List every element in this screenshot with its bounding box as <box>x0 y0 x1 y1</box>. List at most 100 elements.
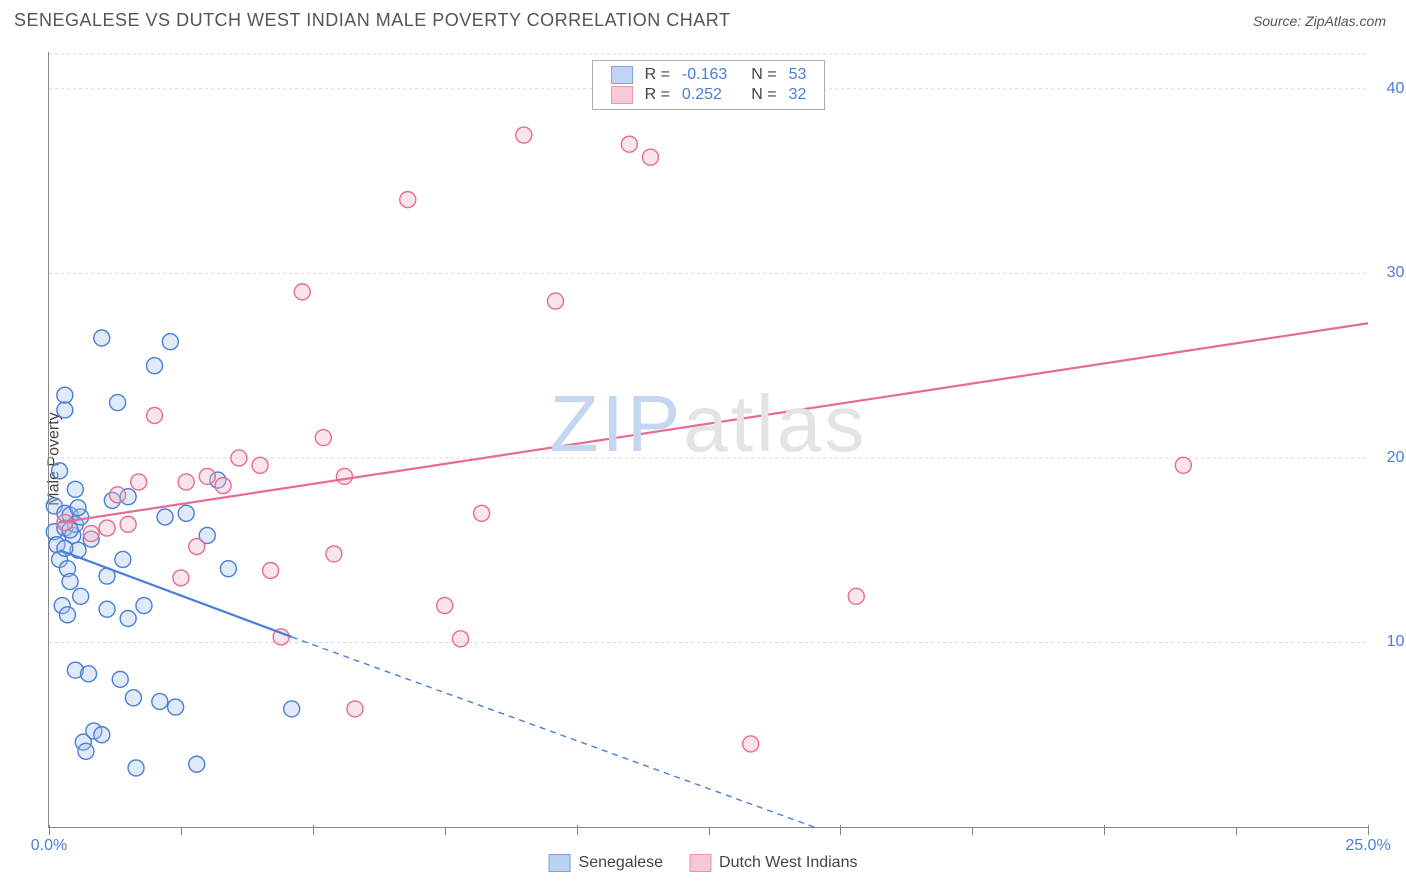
scatter-point <box>120 516 136 532</box>
n-label: N = <box>745 85 782 105</box>
scatter-point <box>147 408 163 424</box>
scatter-point <box>516 127 532 143</box>
scatter-point <box>120 610 136 626</box>
x-tick-label: 25.0% <box>1345 837 1390 855</box>
scatter-point <box>110 395 126 411</box>
scatter-point <box>547 293 563 309</box>
correlation-legend: R =-0.163 N =53 R =0.252 N =32 <box>592 60 826 110</box>
scatter-point <box>168 699 184 715</box>
y-tick-label: 40.0% <box>1387 80 1406 98</box>
x-tick-mark <box>1368 825 1369 835</box>
scatter-point <box>78 743 94 759</box>
plot-area: ZIPatlas R =-0.163N =53R =0.252N =32 10.… <box>48 52 1368 828</box>
scatter-point <box>178 474 194 490</box>
scatter-point <box>199 468 215 484</box>
scatter-point <box>110 487 126 503</box>
series-legend: Senegalese Dutch West Indians <box>549 854 858 872</box>
scatter-point <box>315 430 331 446</box>
scatter-point <box>115 551 131 567</box>
scatter-point <box>81 666 97 682</box>
legend-series-item: Dutch West Indians <box>689 854 857 872</box>
trend-line-extrapolated <box>292 637 814 827</box>
scatter-point <box>83 526 99 542</box>
scatter-point <box>70 500 86 516</box>
y-tick-label: 20.0% <box>1387 449 1406 467</box>
scatter-point <box>621 136 637 152</box>
n-value: 53 <box>783 65 813 85</box>
scatter-point <box>152 694 168 710</box>
scatter-point <box>1175 457 1191 473</box>
x-tick-mark <box>49 825 50 835</box>
scatter-point <box>263 563 279 579</box>
legend-swatch <box>549 854 571 872</box>
scatter-point <box>284 701 300 717</box>
scatter-point <box>125 690 141 706</box>
scatter-point <box>326 546 342 562</box>
scatter-point <box>147 358 163 374</box>
x-tick-mark <box>709 828 710 835</box>
scatter-point <box>215 478 231 494</box>
scatter-point <box>642 149 658 165</box>
x-tick-label: 0.0% <box>31 837 67 855</box>
scatter-point <box>67 481 83 497</box>
x-tick-mark <box>313 825 314 835</box>
scatter-point <box>336 468 352 484</box>
chart-container: Male Poverty ZIPatlas R =-0.163N =53R =0… <box>14 44 1392 874</box>
legend-series-label: Dutch West Indians <box>719 854 857 872</box>
scatter-point <box>252 457 268 473</box>
legend-series-item: Senegalese <box>549 854 664 872</box>
r-label: R = <box>639 65 676 85</box>
x-tick-mark <box>445 828 446 835</box>
r-value: 0.252 <box>676 85 733 105</box>
x-tick-mark <box>972 828 973 835</box>
scatter-point <box>59 607 75 623</box>
scatter-point <box>173 570 189 586</box>
scatter-point <box>743 736 759 752</box>
x-tick-mark <box>1236 828 1237 835</box>
n-label: N = <box>745 65 782 85</box>
scatter-point <box>157 509 173 525</box>
trend-line <box>60 550 292 637</box>
scatter-point <box>57 402 73 418</box>
source-value: ZipAtlas.com <box>1305 13 1386 29</box>
scatter-point <box>94 727 110 743</box>
scatter-point <box>437 598 453 614</box>
scatter-svg <box>49 52 1368 827</box>
legend-correlation-row: R =-0.163 N =53 <box>605 65 813 85</box>
scatter-point <box>112 671 128 687</box>
chart-title: SENEGALESE VS DUTCH WEST INDIAN MALE POV… <box>14 10 730 31</box>
scatter-point <box>131 474 147 490</box>
scatter-point <box>128 760 144 776</box>
x-tick-mark <box>181 828 182 835</box>
scatter-point <box>189 756 205 772</box>
scatter-point <box>189 539 205 555</box>
chart-header: SENEGALESE VS DUTCH WEST INDIAN MALE POV… <box>0 0 1406 35</box>
x-tick-mark <box>1104 825 1105 835</box>
y-tick-label: 30.0% <box>1387 264 1406 282</box>
legend-series-label: Senegalese <box>579 854 664 872</box>
scatter-point <box>62 574 78 590</box>
r-value: -0.163 <box>676 65 733 85</box>
scatter-point <box>474 505 490 521</box>
scatter-point <box>94 330 110 346</box>
scatter-point <box>848 588 864 604</box>
scatter-point <box>347 701 363 717</box>
trend-line <box>60 323 1368 522</box>
scatter-point <box>294 284 310 300</box>
scatter-point <box>220 561 236 577</box>
source-label: Source: <box>1253 13 1301 29</box>
legend-swatch <box>611 86 633 104</box>
scatter-point <box>52 463 68 479</box>
x-tick-mark <box>577 825 578 835</box>
n-value: 32 <box>783 85 813 105</box>
x-tick-mark <box>840 825 841 835</box>
legend-correlation-row: R =0.252 N =32 <box>605 85 813 105</box>
r-label: R = <box>639 85 676 105</box>
scatter-point <box>73 588 89 604</box>
scatter-point <box>136 598 152 614</box>
scatter-point <box>162 334 178 350</box>
scatter-point <box>231 450 247 466</box>
source-attribution: Source: ZipAtlas.com <box>1253 13 1386 29</box>
legend-swatch <box>611 66 633 84</box>
scatter-point <box>178 505 194 521</box>
